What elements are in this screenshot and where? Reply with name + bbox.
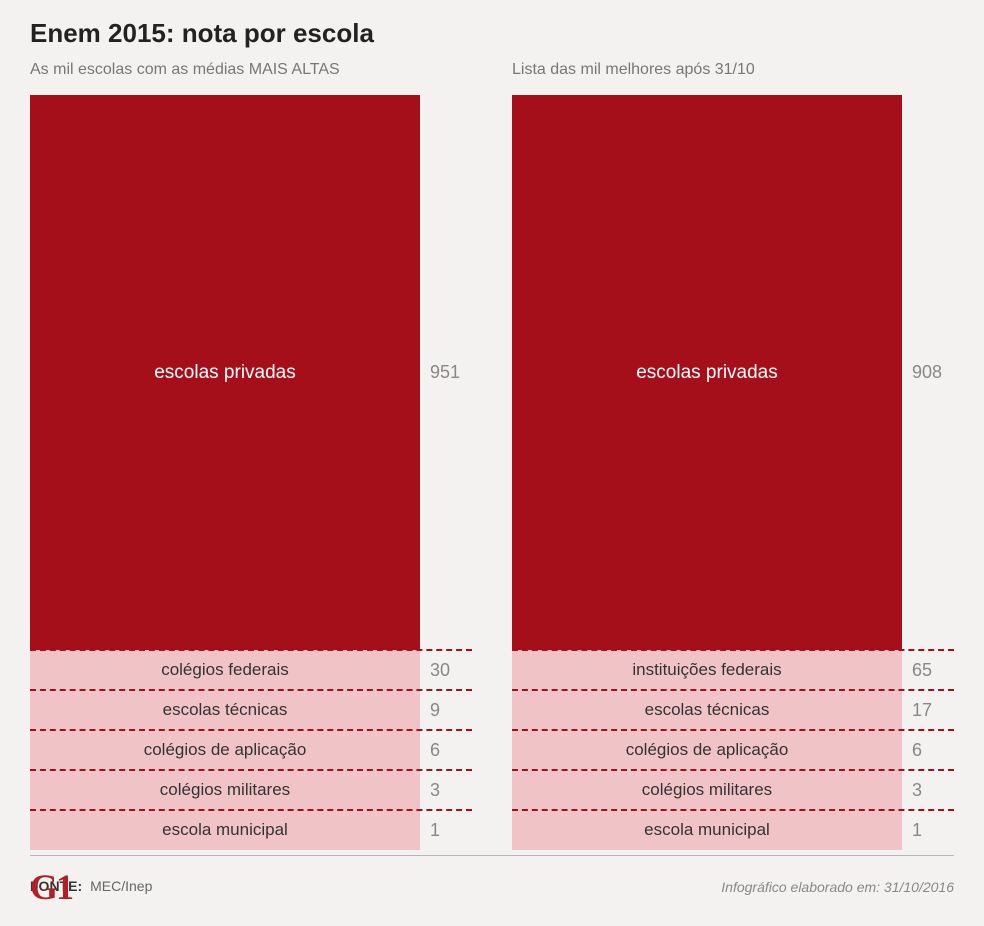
- chart-column: As mil escolas com as médias MAIS ALTAS e…: [30, 61, 472, 850]
- segment-label: colégios militares: [30, 770, 420, 810]
- segment-label: instituições federais: [512, 650, 902, 690]
- segment-value: 908: [902, 95, 954, 650]
- bar-segment: colégios federais30: [30, 650, 472, 690]
- bar-segment: colégios de aplicação6: [512, 730, 954, 770]
- chart-columns: As mil escolas com as médias MAIS ALTAS e…: [30, 61, 954, 850]
- segment-value: 6: [420, 730, 472, 770]
- brand-logo: G1: [30, 866, 72, 908]
- segment-label: escola municipal: [30, 810, 420, 850]
- chart-title: Enem 2015: nota por escola: [30, 18, 954, 49]
- segment-value: 951: [420, 95, 472, 650]
- segment-value: 3: [420, 770, 472, 810]
- segment-label: escolas técnicas: [512, 690, 902, 730]
- segment-value: 6: [902, 730, 954, 770]
- bar-segment: colégios de aplicação6: [30, 730, 472, 770]
- segment-label: colégios militares: [512, 770, 902, 810]
- chart-column: Lista das mil melhores após 31/10 escolas…: [512, 61, 954, 850]
- segment-value: 30: [420, 650, 472, 690]
- segment-label: colégios de aplicação: [512, 730, 902, 770]
- segment-value: 65: [902, 650, 954, 690]
- segment-label: colégios de aplicação: [30, 730, 420, 770]
- bar-segment: escolas privadas908: [512, 95, 954, 650]
- segment-label: escola municipal: [512, 810, 902, 850]
- segment-label: escolas privadas: [512, 95, 902, 650]
- bar-segment: escola municipal1: [512, 810, 954, 850]
- segment-value: 17: [902, 690, 954, 730]
- stacked-bar: escolas privadas908instituições federais…: [512, 95, 954, 850]
- footer: G1 Infográfico elaborado em: 31/10/2016: [30, 855, 954, 908]
- stacked-bar: escolas privadas951colégios federais30es…: [30, 95, 472, 850]
- segment-value: 1: [902, 810, 954, 850]
- segment-label: colégios federais: [30, 650, 420, 690]
- segment-value: 3: [902, 770, 954, 810]
- segment-label: escolas privadas: [30, 95, 420, 650]
- bar-segment: instituições federais65: [512, 650, 954, 690]
- column-subtitle: Lista das mil melhores após 31/10: [512, 61, 954, 83]
- segment-value: 1: [420, 810, 472, 850]
- credit-text: Infográfico elaborado em: 31/10/2016: [721, 879, 954, 895]
- column-subtitle: As mil escolas com as médias MAIS ALTAS: [30, 61, 472, 83]
- bar-segment: escolas privadas951: [30, 95, 472, 650]
- bar-segment: colégios militares3: [30, 770, 472, 810]
- segment-value: 9: [420, 690, 472, 730]
- bar-segment: escola municipal1: [30, 810, 472, 850]
- bar-segment: escolas técnicas17: [512, 690, 954, 730]
- bar-segment: colégios militares3: [512, 770, 954, 810]
- segment-label: escolas técnicas: [30, 690, 420, 730]
- bar-segment: escolas técnicas9: [30, 690, 472, 730]
